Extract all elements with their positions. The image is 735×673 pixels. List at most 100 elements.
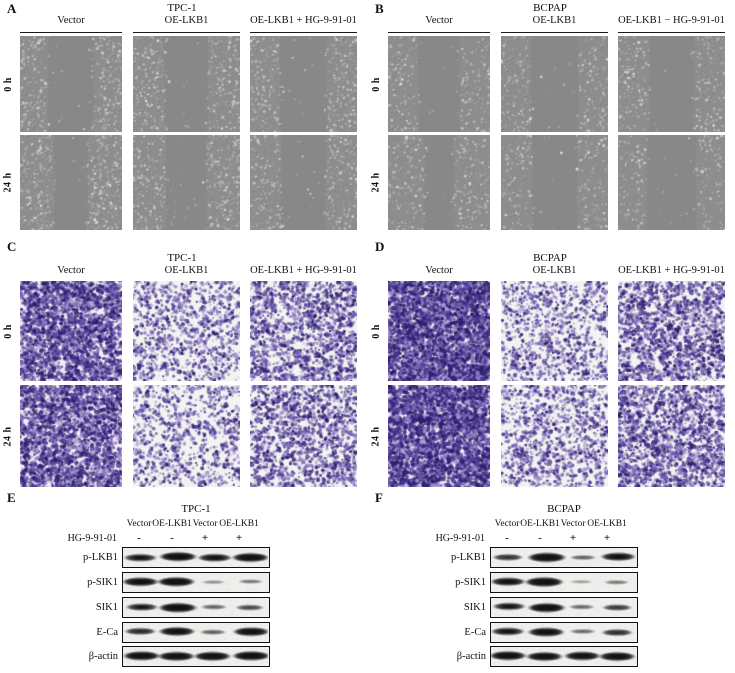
blot-strip-box [122, 547, 270, 568]
blot-strip-box [490, 646, 638, 667]
panel-cell-line-title: TPC-1 [167, 252, 197, 264]
blot-lane-label: Vector [560, 519, 586, 529]
wound-image-a-r0-c0 [20, 36, 122, 132]
blot-lane-label: OE-LKB1 [152, 519, 192, 529]
blot-bands-f-0 [491, 548, 636, 566]
hg-treatment-sign: - [170, 532, 174, 544]
blot-lane-label: Vector [494, 519, 520, 529]
transwell-image-c-r1-c2 [250, 385, 357, 487]
column-condition-label: OE-LKB1 [532, 15, 577, 26]
column-underline [20, 32, 122, 33]
timepoint-row-label: 0 h [371, 323, 382, 339]
panel-cell-line-title: BCPAP [547, 503, 581, 515]
hg-treatment-sign: + [201, 532, 209, 544]
column-condition-label: OE-LKB1 + HG-9-91-01 [250, 15, 357, 26]
transwell-image-c-r0-c2 [250, 281, 357, 381]
transwell-image-c-r0-c0 [20, 281, 122, 381]
panel-a-wound-healing-tpc1: A TPC-1 Vector OE-LKB1 OE-LKB1 + HG-9-91-0… [0, 0, 367, 232]
wound-image-a-r0-c2 [250, 36, 357, 132]
transwell-image-d-r0-c0 [388, 281, 490, 381]
column-condition-label: OE-LKB1 [532, 265, 577, 276]
protein-label: E-Ca [464, 626, 486, 638]
panel-letter: C [7, 239, 17, 254]
column-condition-label: OE-LKB1 + HG-9-91-01 [618, 265, 725, 276]
column-underline [618, 32, 725, 33]
blot-bands-e-2 [123, 598, 268, 616]
wound-image-b-r0-c0 [388, 36, 490, 132]
protein-label: p-SIK1 [87, 576, 118, 588]
column-condition-label: Vector [57, 265, 85, 276]
timepoint-row-label: 24 h [371, 172, 382, 193]
panel-cell-line-title: BCPAP [533, 2, 567, 14]
panel-letter: B [375, 1, 384, 16]
blot-strip-box [122, 572, 270, 593]
protein-label: p-LKB1 [451, 551, 486, 563]
blot-bands-f-1 [491, 573, 636, 591]
column-condition-label: OE-LKB1 − HG-9-91-01 [618, 15, 725, 26]
blot-strip-box [122, 597, 270, 618]
transwell-image-c-r1-c0 [20, 385, 122, 487]
row-label-wrap: 0 h [0, 281, 17, 381]
blot-bands-f-2 [491, 598, 636, 616]
transwell-image-d-r1-c1 [501, 385, 608, 487]
panel-letter: A [7, 1, 17, 16]
blot-bands-e-4 [123, 647, 268, 665]
panel-cell-line-title: TPC-1 [167, 2, 197, 14]
blot-lane-label: OE-LKB1 [587, 519, 627, 529]
panel-cell-line-title: BCPAP [533, 252, 567, 264]
transwell-image-d-r0-c2 [618, 281, 725, 381]
column-condition-label: OE-LKB1 [164, 15, 209, 26]
panel-letter: D [375, 239, 385, 254]
blot-lane-label: Vector [192, 519, 218, 529]
blot-strip-box [122, 622, 270, 643]
panel-e-western-blot-tpc1: E TPC-1 Vector - OE-LKB1 - Vector + OE-LKB1 + HG… [0, 490, 367, 673]
hg-treatment-label: HG-9-91-01 [435, 533, 485, 544]
blot-bands-f-4 [491, 647, 636, 665]
row-label-wrap: 0 h [368, 36, 385, 132]
timepoint-row-label: 24 h [3, 172, 14, 193]
wound-image-b-r1-c2 [618, 135, 725, 230]
timepoint-row-label: 24 h [371, 425, 382, 447]
timepoint-row-label: 24 h [3, 425, 14, 447]
transwell-image-c-r1-c1 [133, 385, 240, 487]
row-label-wrap: 24 h [368, 135, 385, 230]
column-condition-label: OE-LKB1 [164, 265, 209, 276]
protein-label: p-LKB1 [83, 551, 118, 563]
blot-strip-box [490, 622, 638, 643]
blot-bands-e-1 [123, 573, 268, 591]
blot-bands-f-3 [491, 623, 636, 641]
blot-bands-e-0 [123, 548, 268, 566]
panel-cell-line-title: TPC-1 [181, 503, 211, 515]
row-label-wrap: 24 h [0, 135, 17, 230]
hg-treatment-sign: + [603, 532, 611, 544]
row-label-wrap: 0 h [368, 281, 385, 381]
panel-c-transwell-tpc1: C TPC-1 Vector OE-LKB1 OE-LKB1 + HG-9-91-0… [0, 232, 367, 490]
hg-treatment-sign: - [137, 532, 141, 544]
blot-lane-label: OE-LKB1 [520, 519, 560, 529]
column-underline [501, 32, 608, 33]
row-label-wrap: 0 h [0, 36, 17, 132]
wound-image-b-r1-c0 [388, 135, 490, 230]
wound-image-a-r1-c0 [20, 135, 122, 230]
column-condition-label: Vector [425, 15, 453, 26]
panel-f-western-blot-bcpap: F BCPAP Vector - OE-LKB1 - Vector + OE-LKB1 + HG… [368, 490, 735, 673]
blot-bands-e-3 [123, 623, 268, 641]
protein-label: β-actin [456, 650, 486, 662]
wound-image-a-r0-c1 [133, 36, 240, 132]
hg-treatment-sign: + [235, 532, 243, 544]
row-label-wrap: 24 h [368, 385, 385, 487]
column-underline [250, 32, 357, 33]
column-condition-label: Vector [57, 15, 85, 26]
protein-label: SIK1 [95, 601, 118, 613]
panel-letter: E [7, 490, 16, 505]
blot-lane-label: Vector [126, 519, 152, 529]
blot-strip-box [490, 597, 638, 618]
transwell-image-c-r0-c1 [133, 281, 240, 381]
blot-strip-box [490, 572, 638, 593]
timepoint-row-label: 0 h [3, 323, 14, 339]
blot-strip-box [490, 547, 638, 568]
timepoint-row-label: 0 h [371, 76, 382, 92]
protein-label: p-SIK1 [455, 576, 486, 588]
wound-image-b-r0-c2 [618, 36, 725, 132]
hg-treatment-sign: + [569, 532, 577, 544]
